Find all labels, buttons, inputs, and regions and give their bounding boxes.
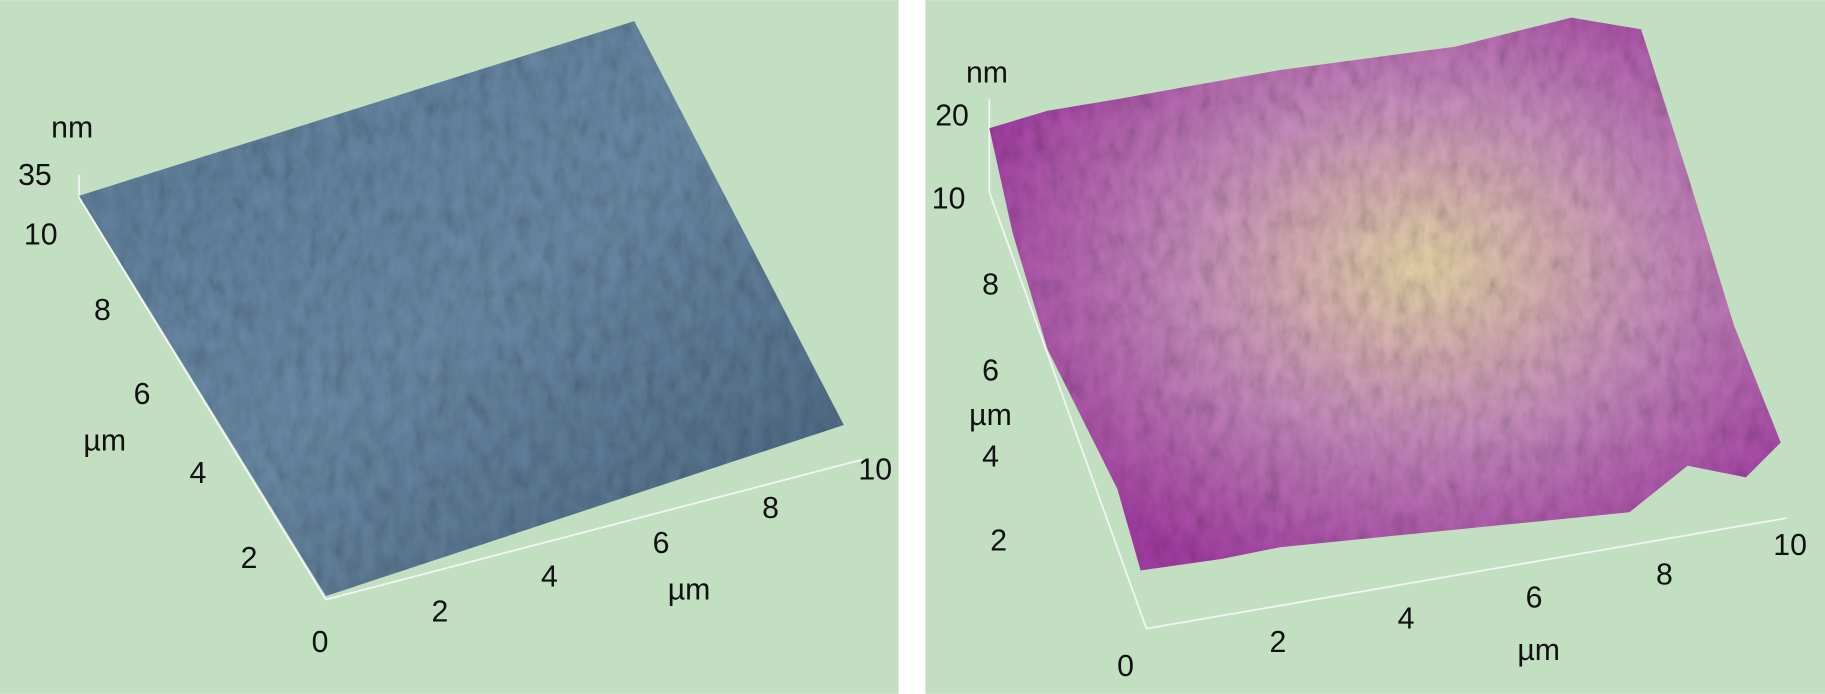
y-tick-label: 8 <box>982 268 999 301</box>
z-tick-label: 35 <box>18 159 52 192</box>
x-tick-label: 4 <box>1398 603 1415 636</box>
y-tick-label: 8 <box>94 294 111 327</box>
surface <box>989 17 1781 571</box>
z-tick-label: 10 <box>932 182 966 215</box>
z-label: nm <box>51 111 93 144</box>
x-tick-label: 10 <box>858 454 892 487</box>
z-tick-label: 20 <box>935 100 969 133</box>
x-tick-label: 8 <box>762 492 779 525</box>
y-tick-label: 2 <box>241 542 258 575</box>
y-tick-label: 2 <box>990 525 1007 558</box>
origin-label: 0 <box>312 626 329 659</box>
y-tick-label: 10 <box>24 218 58 251</box>
y-tick-label: 4 <box>982 441 999 474</box>
origin-label: 0 <box>1117 650 1134 683</box>
x-tick-label: 6 <box>653 527 670 560</box>
y-tick-label: 6 <box>982 355 999 388</box>
x-tick-label: 4 <box>541 561 558 594</box>
z-label: nm <box>966 57 1008 90</box>
y-tick-label: 6 <box>134 378 151 411</box>
surface <box>79 21 844 597</box>
y-label: µm <box>83 424 126 457</box>
x-label: µm <box>1517 634 1560 667</box>
x-tick-label: 2 <box>1270 626 1287 659</box>
x-tick-label: 2 <box>432 596 449 629</box>
y-label: µm <box>969 399 1012 432</box>
x-tick-label: 6 <box>1526 582 1543 615</box>
x-label: µm <box>668 573 711 606</box>
axes <box>988 99 1787 630</box>
x-tick-label: 8 <box>1656 558 1673 591</box>
x-tick-label: 10 <box>1773 529 1807 562</box>
axes <box>78 174 862 601</box>
y-tick-label: 4 <box>189 457 206 490</box>
